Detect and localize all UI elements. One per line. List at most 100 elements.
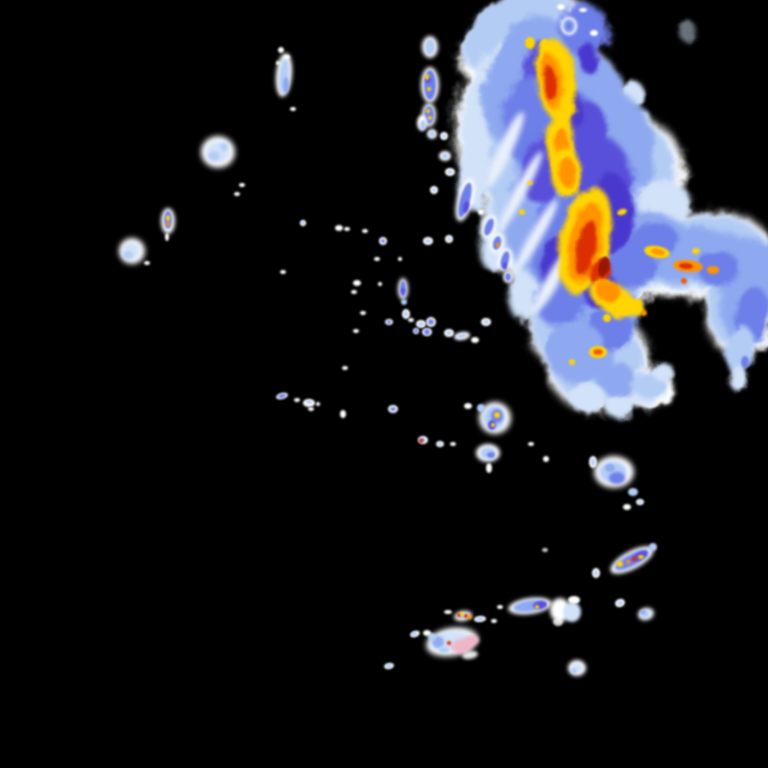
radar-echo-blob <box>418 322 424 326</box>
radar-echo-blob <box>439 647 449 653</box>
radar-echo-blob <box>591 458 595 466</box>
radar-echo-blob <box>594 570 598 576</box>
radar-echo-blob <box>239 183 245 187</box>
radar-echo-blob <box>543 66 559 102</box>
radar-echo-blob <box>679 21 697 43</box>
radar-echo-blob <box>166 215 170 221</box>
radar-echo-blob <box>442 153 448 159</box>
radar-echo-blob <box>566 22 572 30</box>
radar-echo-blob <box>208 151 220 161</box>
radar-echo-blob <box>478 209 484 215</box>
radar-echo-blob <box>220 143 228 151</box>
radar-echo-blob <box>535 605 539 609</box>
radar-echo-blob <box>276 61 280 65</box>
radar-echo-blob <box>294 398 300 402</box>
radar-echo-blob <box>542 548 548 552</box>
radar-echo-blob <box>457 333 467 339</box>
radar-echo-blob <box>471 337 479 343</box>
radar-echo-blob <box>631 556 637 562</box>
radar-echo-blob <box>514 199 558 273</box>
radar-echo-blob <box>465 635 479 645</box>
radar-echo-blob <box>590 30 598 36</box>
radar-echo-blob <box>442 134 446 138</box>
radar-echo-blob <box>605 464 615 472</box>
radar-echo-blob <box>491 619 497 623</box>
radar-echo-blob <box>497 605 503 609</box>
radar-echo-blob <box>640 610 646 614</box>
radar-echo-blob <box>424 329 430 335</box>
radar-echo-blob <box>419 439 423 443</box>
radar-echo-blob <box>351 290 357 294</box>
radar-echo-blob <box>593 349 603 355</box>
radar-echo-blob <box>428 116 432 120</box>
radar-echo-blob <box>278 47 284 53</box>
radar-echo-blob <box>491 423 495 427</box>
radar-echo-blob <box>575 220 597 276</box>
radar-echo-blob <box>707 266 719 274</box>
radar-echo-blob <box>423 630 431 636</box>
radar-echo-blob <box>234 192 240 196</box>
radar-echo-blob <box>547 321 603 369</box>
radar-echo-blob <box>652 363 674 381</box>
radar-echo-blob <box>626 560 630 564</box>
radar-echo-blob <box>283 77 289 93</box>
radar-echo-blob <box>497 151 543 233</box>
radar-echo-blob <box>420 120 426 130</box>
radar-echo-blob <box>301 221 305 225</box>
radar-echo-blob <box>427 87 431 91</box>
radar-echo-blob <box>741 356 749 368</box>
radar-echo-blob <box>729 365 747 391</box>
radar-echo-blob <box>631 223 679 257</box>
radar-echo-blob <box>494 412 500 418</box>
radar-echo-blob <box>425 39 435 55</box>
radar-echo-blob <box>569 359 575 365</box>
radar-echo-blob <box>638 555 644 559</box>
radar-echo-blob <box>476 616 484 622</box>
radar-echo-blob <box>408 318 414 322</box>
radar-echo-blob <box>569 384 607 412</box>
radar-echo-blob <box>558 2 608 58</box>
radar-echo-blob <box>460 612 464 616</box>
radar-echo-blob <box>308 407 314 411</box>
radar-echo-blob <box>426 109 430 113</box>
radar-echo-blob <box>617 208 627 216</box>
radar-echo-blob <box>577 42 599 74</box>
radar-echo-blob <box>681 278 687 284</box>
radar-echo-blob <box>563 602 581 622</box>
radar-echo-blob <box>290 107 296 111</box>
radar-echo-blob <box>424 70 436 100</box>
radar-echo-blob <box>606 397 634 419</box>
radar-echo-blob <box>432 188 436 192</box>
radar-echo-blob <box>559 157 575 187</box>
radar-echo-blob <box>360 311 366 315</box>
radar-echo-blob <box>306 400 312 404</box>
radar-echo-blob <box>450 442 456 446</box>
radar-echo-blob <box>679 262 693 270</box>
radar-echo-blob <box>634 299 642 307</box>
radar-echo-blob <box>483 320 489 324</box>
radar-echo-blob <box>649 543 657 551</box>
radar-echo-blob <box>381 239 385 243</box>
radar-echo-blob <box>429 131 435 137</box>
radar-echo-blob <box>335 225 343 231</box>
radar-echo-blob <box>738 240 768 304</box>
radar-echo-blob <box>411 631 417 637</box>
radar-echo-blob <box>462 650 478 660</box>
radar-echo-blob <box>503 262 507 270</box>
radar-echo-blob <box>425 74 429 80</box>
radar-echo-blob <box>386 663 392 669</box>
radar-echo-blob <box>278 393 286 399</box>
radar-echo-blob <box>316 402 320 406</box>
radar-echo-blob <box>505 273 511 281</box>
radar-echo-blob <box>404 311 408 317</box>
radar-echo-blob <box>500 251 510 269</box>
radar-echo-blob <box>438 442 442 446</box>
radar-echo-blob <box>353 329 359 333</box>
radar-echo-blob <box>628 488 638 496</box>
radar-echo-blob <box>401 299 407 305</box>
radar-echo-blob <box>609 472 625 484</box>
radar-echo-blob <box>638 500 642 504</box>
radar-echo-blob <box>484 218 494 236</box>
